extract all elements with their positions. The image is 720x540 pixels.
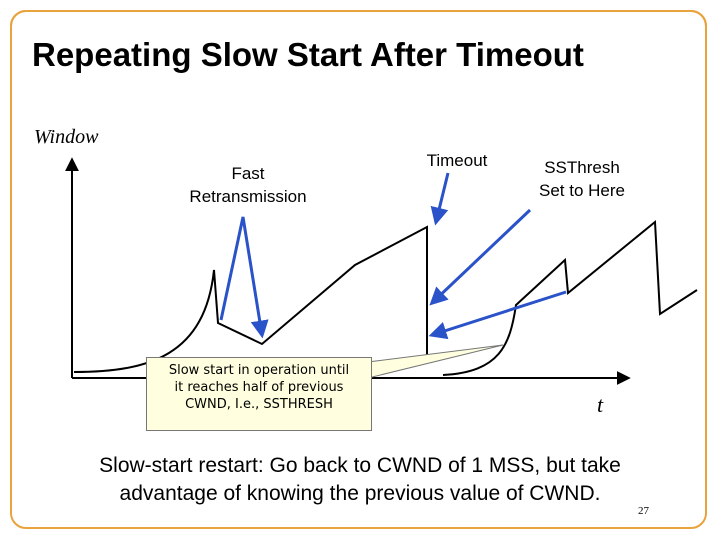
slide-title: Repeating Slow Start After Timeout [32,36,584,73]
callout-line-3: CWND, I.e., SSTHRESH [185,397,333,412]
timeout-arrow [430,172,450,226]
slide-number: 27 [638,505,649,517]
ssthresh-label-2: Set to Here [539,181,625,200]
fast-retransmission-arrow [219,216,269,339]
callout-pointer [367,344,504,379]
ssthresh-label: SSThresh [544,158,620,177]
x-axis-label: t [597,392,604,417]
caption: Slow-start restart: Go back to CWND of 1… [40,452,680,508]
timeout-label: Timeout [427,151,488,170]
caption-line-1: Slow-start restart: Go back to CWND of 1… [99,454,621,477]
title-bar [10,10,707,110]
callout-line-2: it reaches half of previous [174,380,344,395]
ssthresh-level-arrow [428,290,567,340]
fast-retransmission-label-2: Retransmission [189,187,306,206]
fast-retransmission-label: Fast [231,164,264,183]
callout-line-1: Slow start in operation until [168,363,350,378]
y-axis-label: Window [34,126,99,148]
cwnd-curve-initial [73,225,428,373]
ssthresh-arrow [429,208,532,306]
cwnd-curve-restart [442,219,698,376]
caption-line-2: advantage of knowing the previous value … [119,482,601,505]
slow-start-callout: Slow start in operation until it reaches… [146,357,372,431]
